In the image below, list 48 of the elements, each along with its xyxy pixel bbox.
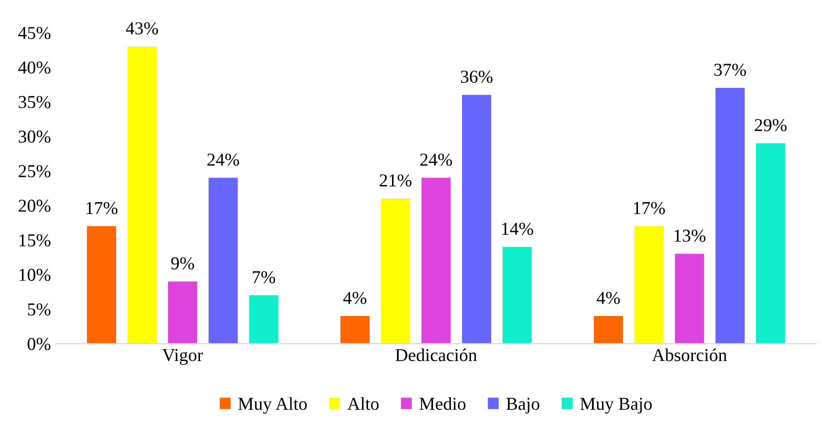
bar [594, 316, 624, 344]
bar [502, 246, 532, 344]
x-tick-label: Vigor [162, 349, 203, 365]
legend-label: Muy Bajo [580, 398, 652, 414]
bar [634, 226, 664, 344]
data-label: 21% [380, 174, 412, 187]
x-tick-label: Dedicación [395, 348, 477, 362]
y-tick-label: 25% [18, 165, 50, 178]
bar [756, 143, 786, 344]
data-label: 37% [714, 64, 746, 76]
data-label: 4% [596, 292, 620, 304]
legend-label: Muy Alto [238, 397, 307, 414]
y-tick-label: 10% [20, 268, 50, 282]
bar [249, 295, 278, 344]
y-tick-label: 0% [28, 338, 50, 350]
bar [340, 316, 370, 344]
bar [168, 281, 198, 344]
data-label: 14% [502, 222, 534, 235]
bar [86, 226, 116, 344]
data-label: 17% [86, 202, 118, 214]
y-tick-label: 35% [18, 96, 50, 108]
bar [462, 94, 492, 344]
data-label: 7% [252, 271, 276, 284]
y-tick-label: 15% [20, 234, 50, 246]
bar [208, 178, 238, 344]
y-tick-label: 40% [18, 61, 50, 74]
data-label: 17% [634, 202, 665, 214]
bar [127, 46, 157, 344]
data-label: 4% [343, 292, 366, 304]
y-tick-label: 20% [18, 200, 50, 212]
legend-label: Medio [420, 397, 466, 410]
data-label: 29% [754, 119, 787, 132]
data-label: 13% [674, 230, 706, 242]
data-label: 43% [126, 22, 158, 35]
y-tick-label: 30% [18, 130, 50, 143]
x-tick-label: Absorción [652, 348, 727, 362]
y-tick-label: 5% [28, 303, 50, 316]
bar [715, 88, 745, 344]
data-label: 24% [207, 154, 240, 166]
legend-label: Bajo [506, 398, 540, 414]
bar [674, 254, 704, 344]
data-label: 36% [460, 70, 493, 83]
data-label: 9% [171, 257, 194, 270]
bar [380, 198, 410, 344]
y-tick-label: 45% [18, 26, 50, 40]
bar [421, 178, 451, 344]
data-label: 24% [420, 154, 452, 166]
legend-label: Alto [347, 397, 379, 410]
